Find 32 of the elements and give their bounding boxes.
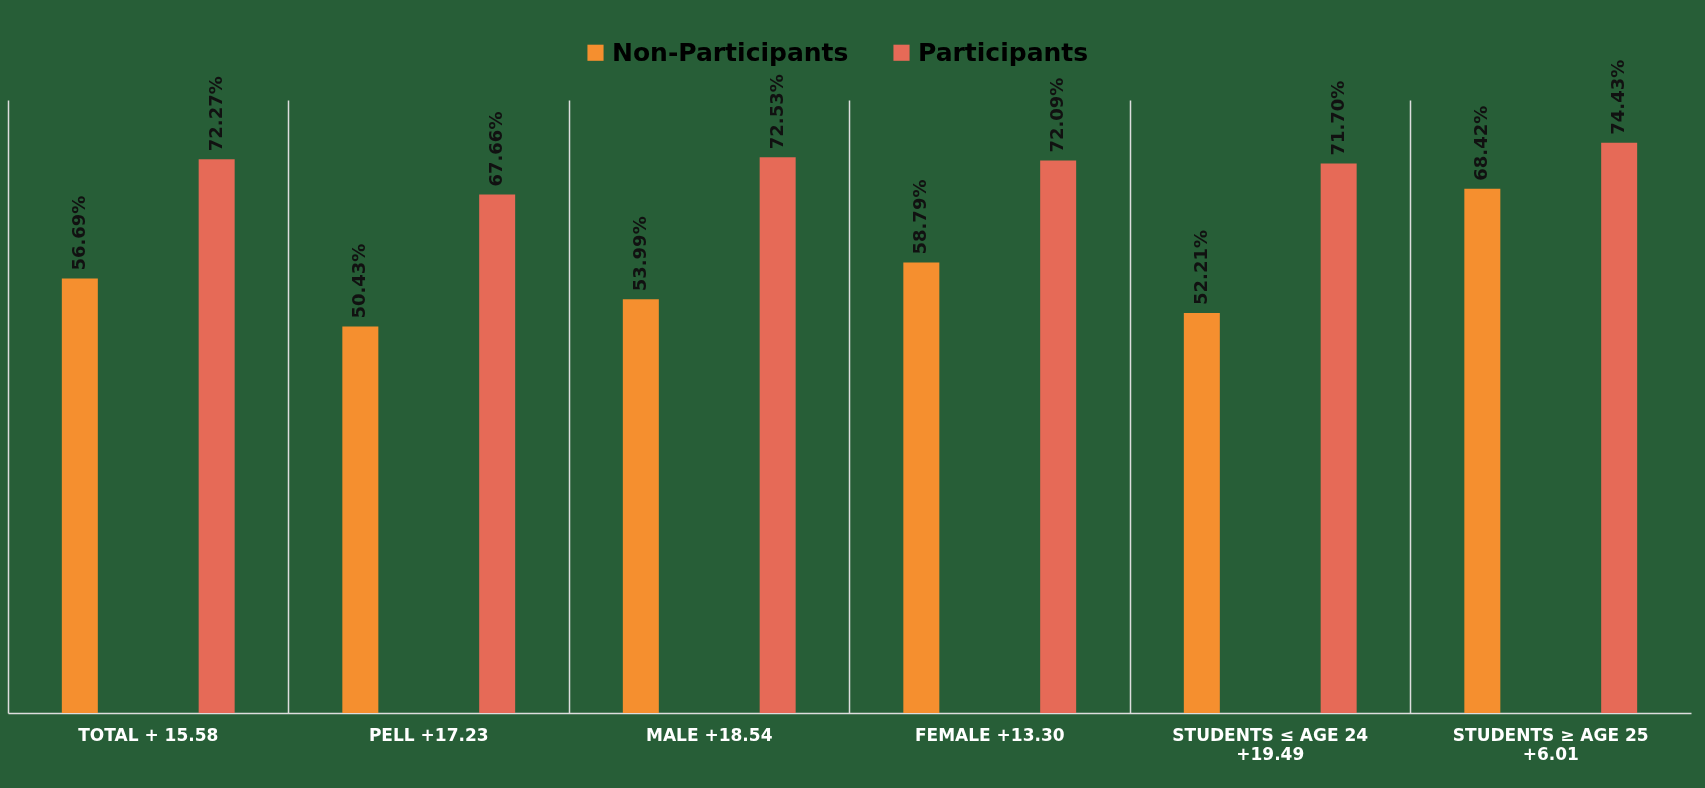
x-tick-label: STUDENTS ≤ AGE 24 +19.49: [1172, 724, 1369, 764]
data-label: 52.21%: [1189, 229, 1211, 305]
data-label: 53.99%: [628, 216, 650, 292]
data-label: 50.43%: [348, 243, 370, 319]
bar: [1601, 142, 1638, 713]
data-label: 68.42%: [1470, 105, 1492, 181]
x-tick-label: TOTAL + 15.58: [78, 724, 219, 745]
data-label: 67.66%: [485, 111, 507, 187]
bar: [479, 194, 516, 713]
legend-label: Non-Participants: [612, 37, 849, 67]
bar: [759, 157, 796, 713]
x-tick-label: FEMALE +13.30: [914, 724, 1065, 745]
x-tick-label: PELL +17.23: [368, 724, 489, 745]
bar: [342, 326, 379, 713]
data-label: 72.53%: [765, 74, 787, 150]
bar: [1320, 163, 1357, 713]
x-tick-label: STUDENTS ≥ AGE 25 +6.01: [1452, 724, 1649, 764]
bar: [1464, 188, 1501, 713]
data-label: 72.27%: [204, 76, 226, 152]
data-label: 71.70%: [1326, 80, 1348, 156]
data-label: 58.79%: [909, 179, 931, 255]
data-label: 74.43%: [1607, 59, 1629, 135]
data-label: 56.69%: [67, 195, 89, 271]
bar: [622, 299, 659, 713]
bar: [1183, 312, 1220, 713]
bar: [903, 262, 940, 713]
bar: [198, 159, 235, 713]
data-label: 72.09%: [1046, 77, 1068, 153]
bar: [61, 278, 98, 713]
legend-label: Participants: [918, 37, 1089, 67]
x-tick-label: MALE +18.54: [646, 724, 773, 745]
bar: [1040, 160, 1077, 713]
